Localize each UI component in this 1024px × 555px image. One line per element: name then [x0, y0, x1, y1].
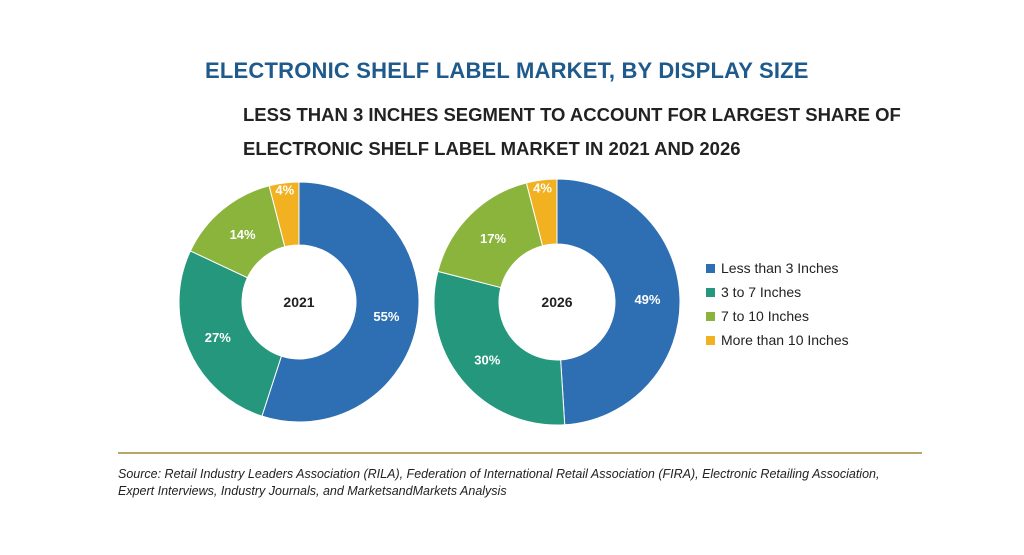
source-divider — [118, 452, 922, 454]
slice-2026-3-to-7 — [433, 270, 566, 426]
legend-label-3-to-7: 3 to 7 Inches — [721, 284, 802, 300]
legend-label-7-to-10: 7 to 10 Inches — [721, 308, 809, 324]
legend-label-more-than-10: More than 10 Inches — [721, 332, 849, 348]
donut-chart-2026: 49% 30% 17% 4% 2026 — [433, 178, 681, 426]
legend-swatch-3-to-7 — [706, 287, 715, 297]
center-label-2021: 2021 — [283, 294, 314, 310]
data-label-2026-more-than-10: 4% — [533, 180, 552, 195]
data-label-2021-7-to-10: 14% — [230, 227, 256, 242]
legend-swatch-more-than-10 — [706, 335, 715, 345]
source-note: Source: Retail Industry Leaders Associat… — [118, 467, 880, 498]
data-label-2026-3-to-7: 30% — [474, 353, 500, 368]
data-label-2021-more-than-10: 4% — [275, 182, 294, 197]
data-label-2021-less-than-3: 55% — [373, 309, 399, 324]
chart-subtitle: LESS THAN 3 INCHES SEGMENT TO ACCOUNT FO… — [243, 98, 901, 166]
legend-swatch-less-than-3 — [706, 263, 715, 273]
chart-title: ELECTRONIC SHELF LABEL MARKET, BY DISPLA… — [205, 58, 809, 83]
legend-item-more-than-10: More than 10 Inches — [706, 328, 849, 352]
legend-swatch-7-to-10 — [706, 311, 715, 321]
data-label-2026-7-to-10: 17% — [480, 231, 506, 246]
slice-2026-7-to-10 — [437, 182, 544, 289]
chart-legend: Less than 3 Inches 3 to 7 Inches 7 to 10… — [706, 256, 849, 352]
data-label-2021-3-to-7: 27% — [205, 330, 231, 345]
slice-2026-less-than-3 — [556, 178, 681, 426]
slice-2021-3-to-7 — [178, 250, 283, 417]
slice-2021-less-than-3 — [261, 181, 420, 423]
legend-label-less-than-3: Less than 3 Inches — [721, 260, 839, 276]
subtitle-line-1: LESS THAN 3 INCHES SEGMENT TO ACCOUNT FO… — [243, 104, 901, 125]
slice-2021-more-than-10 — [268, 181, 300, 248]
donut-chart-2021: 55% 27% 14% 4% 2021 — [178, 181, 420, 423]
subtitle-line-2: ELECTRONIC SHELF LABEL MARKET IN 2021 AN… — [243, 138, 741, 159]
legend-item-less-than-3: Less than 3 Inches — [706, 256, 849, 280]
data-label-2026-less-than-3: 49% — [634, 292, 660, 307]
slice-2026-more-than-10 — [525, 178, 558, 247]
legend-item-7-to-10: 7 to 10 Inches — [706, 304, 849, 328]
legend-item-3-to-7: 3 to 7 Inches — [706, 280, 849, 304]
center-label-2026: 2026 — [541, 294, 572, 310]
